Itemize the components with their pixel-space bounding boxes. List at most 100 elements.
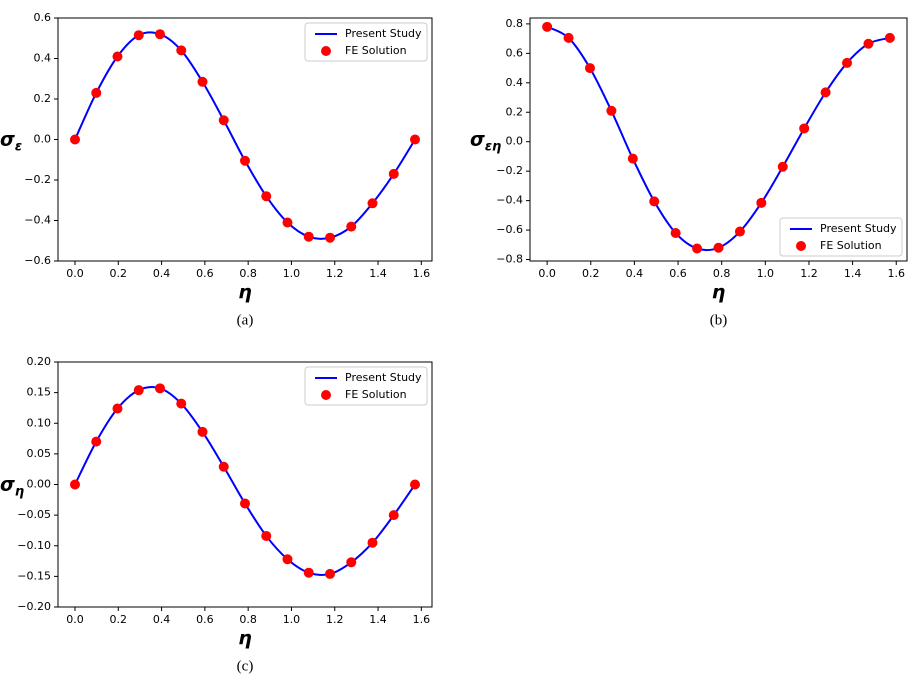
x-tick-label: 0.4 bbox=[153, 613, 171, 626]
x-tick-label: 0.2 bbox=[110, 267, 128, 280]
fe-point bbox=[240, 498, 250, 509]
y-tick-label: 0.0 bbox=[34, 133, 52, 146]
fe-point bbox=[713, 242, 724, 253]
fe-point bbox=[367, 537, 378, 548]
y-tick-label: 0.05 bbox=[27, 447, 52, 460]
fe-point bbox=[176, 45, 187, 56]
legend-marker bbox=[796, 241, 806, 251]
fe-point bbox=[282, 554, 293, 565]
x-tick-label: 0.6 bbox=[196, 267, 214, 280]
x-tick-label: 0.0 bbox=[66, 267, 84, 280]
legend-box bbox=[304, 366, 428, 406]
fe-point bbox=[69, 134, 80, 145]
fe-point bbox=[542, 21, 553, 32]
fe-point bbox=[303, 567, 314, 578]
fe-point bbox=[112, 51, 123, 62]
y-tick-label: −0.4 bbox=[24, 214, 51, 227]
caption: (a) bbox=[237, 312, 254, 328]
x-tick-label: 0.0 bbox=[66, 613, 84, 626]
x-tick-label: 1.4 bbox=[369, 267, 387, 280]
fe-point bbox=[261, 191, 272, 202]
y-tick-label: 0.2 bbox=[506, 105, 524, 118]
legend-label: FE Solution bbox=[820, 239, 882, 252]
y-tick-label: −0.10 bbox=[17, 539, 51, 552]
x-tick-label: 1.6 bbox=[413, 267, 431, 280]
x-tick-label: 1.0 bbox=[283, 613, 301, 626]
x-tick-label: 0.2 bbox=[582, 267, 600, 280]
y-tick-label: −0.6 bbox=[24, 254, 51, 267]
fe-point bbox=[842, 57, 853, 68]
fe-point bbox=[91, 87, 102, 98]
y-axis-label: ση bbox=[0, 473, 24, 499]
y-tick-label: −0.4 bbox=[496, 194, 523, 207]
x-tick-label: 1.4 bbox=[369, 613, 387, 626]
y-tick-label: 0.10 bbox=[27, 416, 52, 429]
y-tick-label: 0.4 bbox=[506, 76, 524, 89]
caption: (c) bbox=[237, 658, 254, 674]
y-tick-label: 0.20 bbox=[27, 355, 52, 368]
y-tick-label: 0.6 bbox=[506, 46, 524, 59]
y-tick-label: 0.00 bbox=[27, 478, 52, 491]
fe-point bbox=[346, 221, 357, 232]
fe-point bbox=[133, 30, 144, 41]
legend-label: Present Study bbox=[345, 371, 422, 384]
fe-point bbox=[627, 153, 638, 164]
fe-point bbox=[197, 426, 208, 437]
fe-point bbox=[91, 436, 102, 447]
x-tick-label: 0.2 bbox=[110, 613, 128, 626]
y-axis-label: σε bbox=[0, 128, 22, 154]
fe-point bbox=[154, 383, 165, 394]
fe-point bbox=[261, 530, 272, 541]
x-tick-label: 0.8 bbox=[239, 613, 257, 626]
legend-label: FE Solution bbox=[345, 388, 407, 401]
plot-frame bbox=[57, 17, 433, 262]
fe-point bbox=[388, 510, 399, 521]
fe-point bbox=[388, 168, 399, 179]
x-tick-label: 1.0 bbox=[283, 267, 301, 280]
caption: (b) bbox=[710, 312, 728, 328]
y-tick-label: −0.15 bbox=[17, 569, 51, 582]
y-axis-label-symbol: σ bbox=[470, 128, 485, 150]
fe-point bbox=[884, 32, 895, 43]
legend-box bbox=[304, 22, 428, 62]
x-tick-label: 1.2 bbox=[800, 267, 818, 280]
y-tick-label: −0.8 bbox=[496, 253, 523, 266]
x-tick-label: 1.6 bbox=[887, 267, 905, 280]
fe-point bbox=[734, 226, 745, 237]
y-axis-label-subscript: ε bbox=[15, 139, 22, 154]
x-tick-label: 0.6 bbox=[196, 613, 214, 626]
x-axis-label: η bbox=[238, 628, 252, 650]
fe-point bbox=[154, 29, 165, 40]
y-tick-label: 0.6 bbox=[34, 11, 52, 24]
legend-marker bbox=[321, 390, 331, 400]
fe-point bbox=[799, 123, 810, 134]
y-tick-label: −0.2 bbox=[24, 173, 51, 186]
fe-point bbox=[325, 232, 336, 243]
fe-point bbox=[584, 63, 595, 74]
fe-point bbox=[606, 105, 617, 116]
plot-frame bbox=[57, 361, 433, 608]
fe-point bbox=[112, 403, 123, 414]
fe-point bbox=[69, 479, 80, 490]
fe-point bbox=[346, 557, 357, 568]
x-tick-label: 1.2 bbox=[326, 613, 344, 626]
x-tick-label: 0.8 bbox=[239, 267, 257, 280]
fe-point bbox=[197, 76, 208, 87]
y-tick-label: 0.8 bbox=[506, 17, 524, 30]
y-tick-label: −0.20 bbox=[17, 600, 51, 613]
y-tick-label: −0.05 bbox=[17, 508, 51, 521]
y-tick-label: −0.2 bbox=[496, 164, 523, 177]
fe-point bbox=[777, 161, 788, 172]
legend-box bbox=[779, 217, 903, 257]
y-axis-label-symbol: σ bbox=[0, 128, 15, 150]
y-tick-label: 0.4 bbox=[34, 52, 52, 65]
fe-point bbox=[240, 155, 250, 166]
fe-point bbox=[133, 385, 144, 396]
y-axis-label-subscript: η bbox=[15, 484, 24, 499]
fe-point bbox=[218, 461, 229, 472]
fe-point bbox=[218, 115, 229, 126]
x-tick-label: 0.4 bbox=[626, 267, 644, 280]
fe-point bbox=[176, 398, 187, 409]
fe-point bbox=[367, 198, 378, 209]
